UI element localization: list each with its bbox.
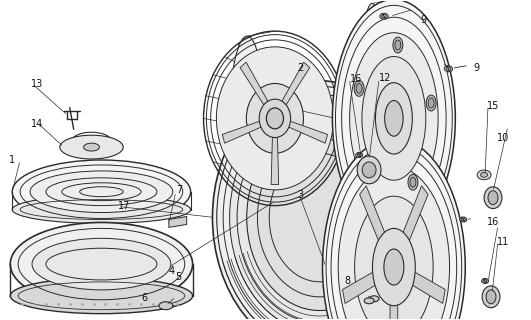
Text: 15: 15 [486,101,499,111]
Ellipse shape [212,81,426,320]
Text: 1: 1 [8,155,15,165]
Ellipse shape [356,153,363,157]
Ellipse shape [12,160,191,223]
Text: 17: 17 [118,201,131,211]
Ellipse shape [159,302,173,310]
Ellipse shape [393,37,403,53]
Ellipse shape [267,108,284,129]
Text: 5: 5 [175,272,181,282]
Ellipse shape [322,138,465,320]
Ellipse shape [229,103,409,320]
Text: 12: 12 [379,73,391,83]
Ellipse shape [460,217,467,222]
Ellipse shape [350,143,386,320]
Ellipse shape [384,249,404,285]
Text: 3: 3 [297,190,303,200]
Ellipse shape [338,166,450,320]
Ellipse shape [380,13,388,19]
Text: 16: 16 [486,217,499,227]
Ellipse shape [30,171,173,212]
Ellipse shape [10,278,193,314]
Polygon shape [342,271,376,303]
Ellipse shape [60,135,123,159]
Ellipse shape [488,191,498,204]
Text: 16: 16 [350,74,362,84]
Ellipse shape [362,57,426,180]
Ellipse shape [229,36,265,211]
Polygon shape [390,302,398,320]
Text: 9: 9 [421,15,427,25]
Polygon shape [281,62,310,106]
Ellipse shape [428,98,434,108]
Ellipse shape [217,47,333,190]
Ellipse shape [375,83,412,154]
Ellipse shape [446,67,451,70]
Text: 8: 8 [345,276,350,285]
Ellipse shape [246,84,304,153]
Ellipse shape [357,156,381,184]
Ellipse shape [354,80,364,96]
Ellipse shape [461,218,465,221]
Text: 7: 7 [176,185,182,195]
Ellipse shape [384,100,403,136]
Ellipse shape [364,298,374,304]
Polygon shape [271,136,279,185]
Ellipse shape [355,196,433,320]
Ellipse shape [482,278,489,284]
Ellipse shape [332,0,456,237]
Ellipse shape [247,124,392,310]
Ellipse shape [484,187,502,209]
Polygon shape [222,121,262,143]
Ellipse shape [444,66,452,72]
Ellipse shape [482,286,500,308]
Ellipse shape [410,177,416,187]
Ellipse shape [395,40,401,50]
Ellipse shape [365,168,371,178]
Text: 4: 4 [168,266,174,276]
Ellipse shape [363,165,373,181]
Polygon shape [169,217,187,228]
Ellipse shape [259,99,290,138]
Ellipse shape [32,238,171,290]
Text: 9: 9 [474,63,479,73]
Ellipse shape [12,196,191,223]
Text: 11: 11 [497,237,509,247]
Ellipse shape [362,162,376,178]
Polygon shape [412,271,445,303]
Polygon shape [359,186,386,243]
Ellipse shape [357,154,361,156]
Ellipse shape [382,15,387,18]
Polygon shape [240,62,269,106]
Ellipse shape [483,280,487,282]
Polygon shape [287,121,328,143]
Ellipse shape [408,174,418,190]
Ellipse shape [426,95,436,111]
Text: 6: 6 [142,293,148,303]
Ellipse shape [372,228,415,306]
Ellipse shape [486,290,496,304]
Ellipse shape [349,33,438,204]
Text: 14: 14 [31,118,44,129]
Ellipse shape [481,172,487,177]
Polygon shape [402,186,428,243]
Ellipse shape [10,222,193,306]
Text: 10: 10 [497,133,509,143]
Ellipse shape [83,143,99,151]
Ellipse shape [369,296,379,302]
Text: 13: 13 [31,79,44,89]
Ellipse shape [358,4,386,241]
Text: 2: 2 [297,63,303,73]
Ellipse shape [477,170,491,180]
Ellipse shape [356,84,362,93]
